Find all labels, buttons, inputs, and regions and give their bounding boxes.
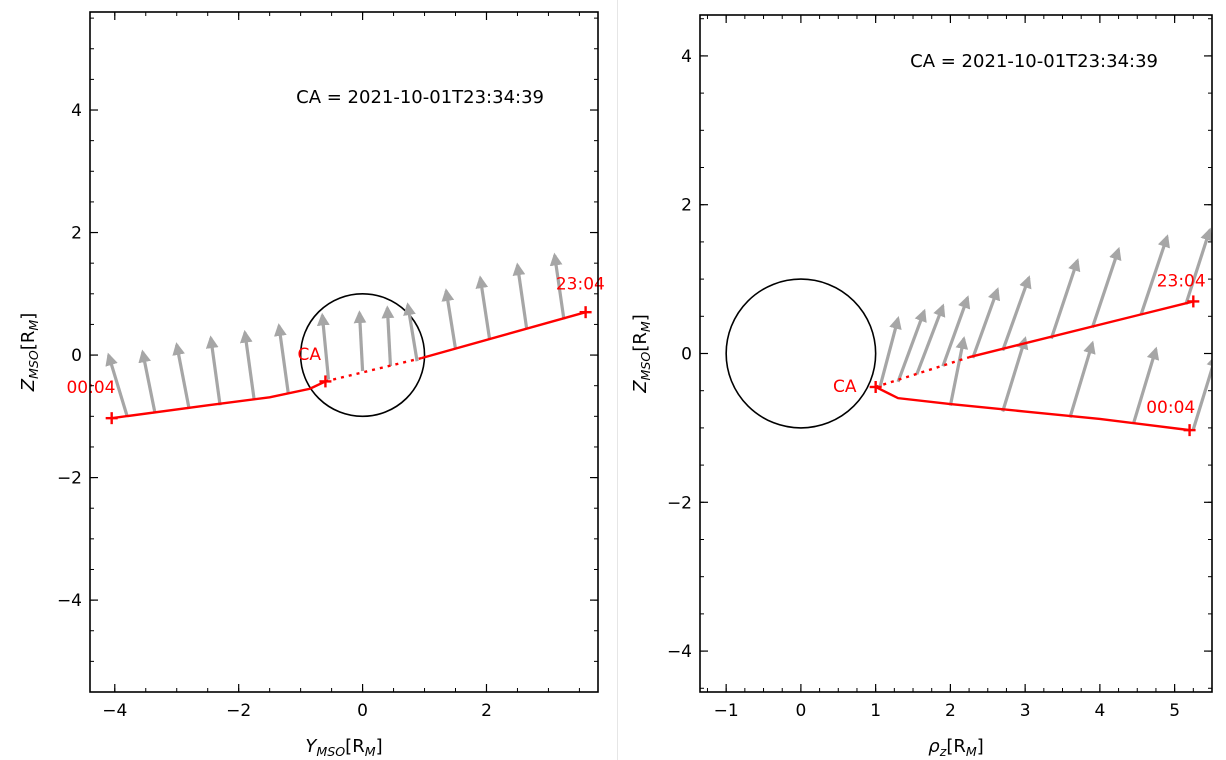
planet-circle bbox=[299, 293, 426, 418]
label-bracket: ] bbox=[376, 736, 383, 757]
label-symbol: Y bbox=[305, 736, 318, 757]
marker-label: 00:04 bbox=[1146, 398, 1195, 418]
field-vector-arrow bbox=[353, 310, 367, 372]
plot-area bbox=[105, 252, 586, 420]
axes-frame bbox=[89, 11, 599, 693]
field-vector-arrow bbox=[512, 262, 529, 330]
y-tick-label: 4 bbox=[71, 101, 82, 121]
label-bracket: ] bbox=[630, 314, 651, 321]
field-vector-arrow bbox=[1068, 340, 1096, 418]
label-subscript: z bbox=[939, 744, 947, 759]
y-tick-label: −2 bbox=[57, 469, 82, 489]
trajectory-inbound-line bbox=[875, 385, 1190, 432]
field-vector-arrow bbox=[1090, 246, 1122, 328]
y-axis-label: ZMSO[RM] bbox=[18, 313, 41, 393]
x-tick-label: 5 bbox=[1169, 701, 1180, 721]
panel-divider bbox=[617, 0, 618, 760]
field-vector-arrow bbox=[138, 349, 157, 414]
field-vector-arrow bbox=[316, 312, 331, 380]
x-axis-label: ρz[RM] bbox=[928, 736, 984, 759]
label-unit-subscript: M bbox=[365, 744, 376, 759]
x-tick-label: 2 bbox=[945, 701, 956, 721]
field-vector-arrow bbox=[205, 335, 222, 406]
planet-circle bbox=[725, 278, 877, 429]
label-subscript: MSO bbox=[316, 744, 345, 759]
y-tick-label: −4 bbox=[667, 642, 692, 662]
field-vector-arrow bbox=[1001, 275, 1032, 352]
field-vector-arrow bbox=[274, 323, 290, 394]
field-vector-arrow bbox=[896, 308, 927, 383]
x-tick-label: −1 bbox=[714, 701, 739, 721]
y-tick-label: −4 bbox=[57, 591, 82, 611]
x-tick-label: 1 bbox=[870, 701, 881, 721]
x-tick-label: 2 bbox=[481, 701, 492, 721]
field-vector-arrow bbox=[1139, 234, 1170, 316]
marker-label: 23:04 bbox=[556, 275, 605, 295]
field-vector-arrow bbox=[381, 305, 395, 367]
axes-frame bbox=[699, 14, 1213, 693]
trajectory-shadow-line bbox=[875, 356, 970, 389]
chart-panel-2: 00:04 CA 23:04 −1 0 1 2 3 4 5 −4 −2 0 2 4 CA = 2021-10-… bbox=[630, 14, 1213, 759]
plot-area bbox=[725, 227, 1212, 432]
field-vector-arrow bbox=[441, 288, 458, 350]
label-unit: [R bbox=[630, 332, 651, 352]
field-vector-arrow bbox=[877, 316, 902, 390]
label-symbol: Z bbox=[630, 380, 651, 394]
field-vector-arrow bbox=[475, 275, 492, 340]
label-bracket: ] bbox=[18, 313, 39, 320]
field-vector-arrow bbox=[1001, 336, 1029, 412]
field-vector-arrow bbox=[1184, 227, 1212, 305]
marker-label: CA bbox=[833, 377, 857, 397]
x-tick-label: −2 bbox=[226, 701, 251, 721]
x-axis-label: YMSO[RM] bbox=[305, 736, 382, 759]
field-vector-arrow bbox=[549, 252, 566, 320]
field-vector-arrow bbox=[941, 295, 971, 367]
y-tick-label: −2 bbox=[667, 493, 692, 513]
field-vector-arrow bbox=[172, 342, 191, 410]
y-axis-label: ZMSO[RM] bbox=[630, 314, 653, 394]
label-symbol: Z bbox=[18, 378, 39, 392]
marker-label: 23:04 bbox=[1157, 272, 1206, 292]
label-unit: [R bbox=[345, 736, 365, 757]
label-symbol: ρ bbox=[928, 736, 940, 757]
label-bracket: ] bbox=[977, 736, 984, 757]
label-unit-subscript: M bbox=[638, 321, 653, 332]
x-tick-label: −4 bbox=[102, 701, 127, 721]
marker-label: 00:04 bbox=[66, 378, 115, 398]
label-unit: [R bbox=[18, 331, 39, 351]
y-tick-label: 2 bbox=[71, 224, 82, 244]
marker-label: CA bbox=[298, 345, 322, 365]
label-unit: [R bbox=[946, 736, 966, 757]
x-tick-label: 0 bbox=[795, 701, 806, 721]
closest-approach-annotation: CA = 2021-10-01T23:34:39 bbox=[296, 87, 544, 108]
label-unit-subscript: M bbox=[966, 744, 977, 759]
field-vector-arrow bbox=[971, 287, 1001, 359]
y-tick-label: 0 bbox=[681, 345, 692, 365]
field-vector-arrow bbox=[403, 302, 419, 362]
field-vector-arrow bbox=[239, 329, 256, 401]
field-vector-arrow bbox=[948, 336, 969, 406]
label-subscript: MSO bbox=[26, 350, 41, 379]
trajectory-outbound-line bbox=[421, 311, 586, 360]
label-unit-subscript: M bbox=[26, 320, 41, 331]
field-vector-arrow bbox=[915, 303, 946, 375]
field-vector-arrow bbox=[1131, 346, 1160, 424]
field-vector-arrow bbox=[105, 352, 129, 417]
x-tick-label: 0 bbox=[357, 701, 368, 721]
trajectory-shadow-line bbox=[325, 356, 422, 383]
label-subscript: MSO bbox=[638, 352, 653, 381]
x-tick-label: 3 bbox=[1020, 701, 1031, 721]
chart-panel-1: 00:04 CA 23:04 −4 −2 0 2 −4 −2 0 2 4 CA = 2021-10-01… bbox=[18, 11, 605, 759]
y-tick-label: 4 bbox=[681, 47, 692, 67]
closest-approach-annotation: CA = 2021-10-01T23:34:39 bbox=[910, 51, 1158, 72]
y-tick-label: 2 bbox=[681, 196, 692, 216]
field-vector-arrow bbox=[1049, 258, 1081, 340]
y-tick-label: 0 bbox=[71, 346, 82, 366]
trajectory-outbound-line bbox=[968, 300, 1194, 359]
x-tick-label: 4 bbox=[1094, 701, 1105, 721]
trajectory-inbound-line bbox=[111, 380, 326, 420]
